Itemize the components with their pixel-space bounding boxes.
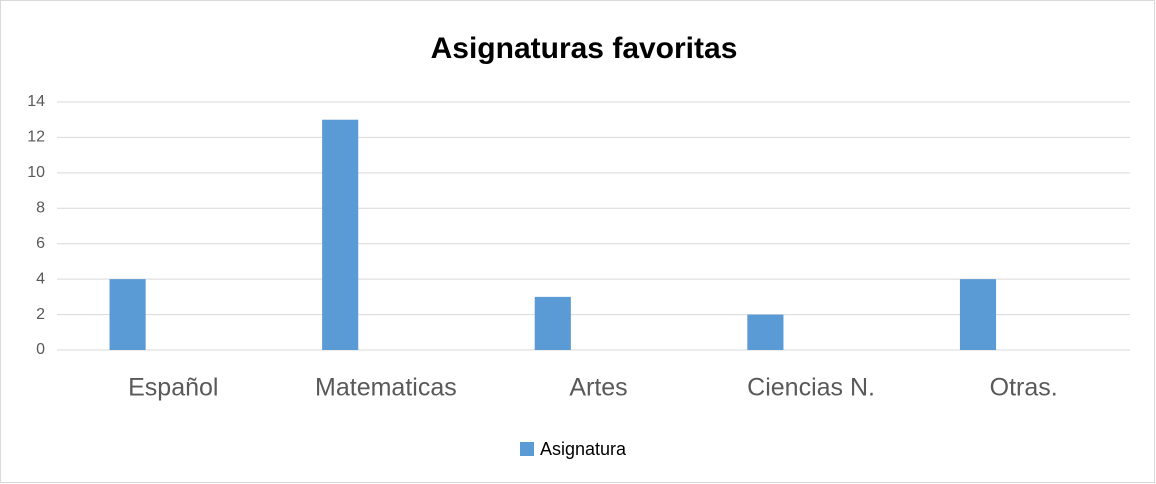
x-tick-label: Español <box>128 374 218 402</box>
x-tick-label: Matematicas <box>315 374 457 402</box>
x-tick-label: Artes <box>569 374 627 402</box>
y-tick-label: 12 <box>27 129 45 146</box>
bar <box>959 279 997 350</box>
y-tick-label: 6 <box>36 235 45 252</box>
legend-swatch <box>520 442 534 456</box>
bar <box>534 296 571 350</box>
x-tick-label: Otras. <box>990 374 1058 402</box>
bar <box>747 314 784 350</box>
legend-label: Asignatura <box>540 439 627 459</box>
x-tick-label: Ciencias N. <box>747 374 875 402</box>
y-tick-label: 0 <box>36 341 45 358</box>
bar <box>322 119 359 350</box>
bar <box>109 279 146 350</box>
y-tick-label: 4 <box>36 270 45 287</box>
y-tick-label: 14 <box>27 93 45 110</box>
y-tick-label: 10 <box>27 164 45 181</box>
chart-title: Asignaturas favoritas <box>431 32 738 65</box>
y-tick-label: 8 <box>36 200 45 217</box>
y-tick-label: 2 <box>36 306 45 323</box>
